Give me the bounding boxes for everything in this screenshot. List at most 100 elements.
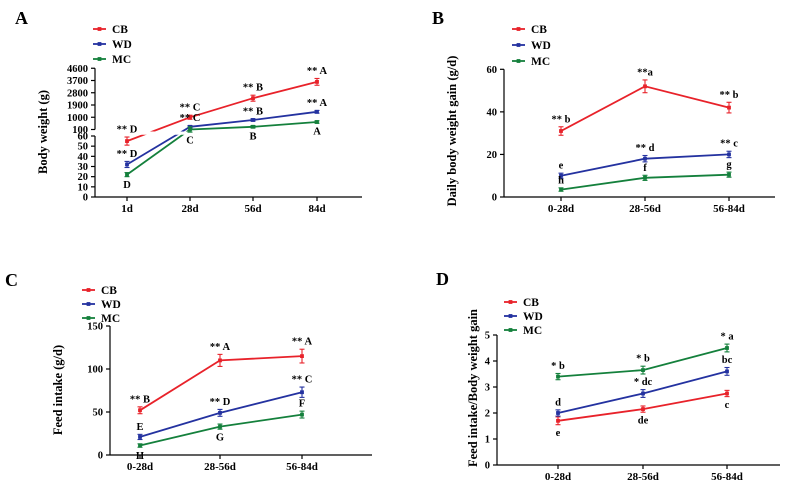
significance-label: ** D (210, 397, 231, 408)
data-point (556, 411, 560, 415)
x-tick-label: 56-84d (713, 203, 745, 215)
data-point (300, 390, 304, 395)
significance-label: * b (636, 354, 650, 365)
significance-label: H (136, 451, 144, 462)
series-mc (124, 120, 320, 178)
series-line (126, 134, 185, 176)
legend-label: CB (101, 285, 117, 297)
y-tick-label: 5 (485, 331, 490, 342)
series-mc (558, 171, 732, 192)
significance-label: E (136, 422, 143, 433)
significance-label: **a (637, 67, 654, 78)
data-point (251, 124, 255, 129)
legend-marker (97, 42, 102, 46)
legend-marker (86, 316, 91, 320)
data-point (218, 358, 222, 363)
panel-label-A: A (15, 8, 28, 28)
y-tick-label: 50 (93, 408, 104, 419)
significance-label: h (558, 175, 564, 186)
panel-C: C Feed intake (g/d) 0 50 100 150 0-28d 28-56d 56… (5, 270, 372, 473)
y-tick-label: 50 (78, 142, 89, 153)
data-point (641, 407, 645, 411)
y-tick-label: 1000 (67, 113, 88, 124)
x-tick-label: 0-28d (545, 471, 571, 483)
significance-label: * b (551, 361, 565, 372)
series-wd (124, 109, 320, 169)
significance-label: de (638, 416, 649, 427)
significance-label: ** A (307, 66, 328, 77)
legend-label: WD (523, 311, 543, 323)
data-point (641, 391, 645, 396)
data-point (559, 173, 563, 178)
significance-label: g (726, 160, 732, 171)
legend-label: WD (112, 39, 132, 51)
series-line (185, 121, 318, 132)
y-tick-label: 150 (87, 322, 103, 333)
legend-label: MC (531, 56, 550, 68)
series-cb (124, 77, 320, 146)
data-point (188, 115, 192, 120)
legend-marker (86, 302, 91, 306)
panel-label-C: C (5, 270, 18, 290)
y-tick-label: 60 (487, 65, 498, 76)
data-point (556, 374, 560, 379)
series-mc (555, 343, 730, 381)
legend-marker (516, 43, 521, 47)
legend-marker (97, 57, 102, 61)
x-tick-label: 56d (244, 203, 261, 215)
significance-label: d (555, 397, 561, 408)
legend-item-mc: MC (512, 56, 550, 68)
significance-label: ** C (180, 113, 201, 124)
legend-B: CB WD MC (512, 24, 551, 68)
x-tick-label: 84d (308, 203, 325, 215)
legend-label: MC (523, 325, 542, 337)
legend-marker (516, 59, 521, 63)
y-tick-label: 4600 (67, 64, 88, 75)
data-point (727, 105, 731, 110)
panel-B: B Daily body weight gain (g/d) 0 20 40 60 0-28… (432, 8, 775, 215)
significance-label: ** b (552, 114, 571, 125)
legend-item-cb: CB (93, 24, 128, 36)
series-cb (137, 348, 305, 415)
x-tick-label: 28-56d (627, 471, 659, 483)
legend-label: WD (101, 299, 121, 311)
significance-label: F (299, 399, 305, 410)
significance-label: C (186, 136, 194, 147)
data-point (218, 424, 222, 429)
series-line (126, 134, 147, 142)
significance-label: D (123, 180, 131, 191)
y-axis-title-A: Body weight (g) (36, 90, 50, 174)
legend-label: MC (112, 54, 131, 66)
significance-label: bc (722, 355, 733, 366)
y-tick-label: 10 (78, 182, 89, 193)
y-tick-label: 30 (78, 162, 89, 173)
legend-item-mc: MC (504, 325, 542, 337)
data-point (725, 391, 729, 396)
series-wd (137, 386, 305, 441)
significance-label: ** C (180, 103, 201, 114)
significance-label: ** b (720, 90, 739, 101)
legend-C: CB WD MC (82, 285, 121, 325)
y-tick-label: 60 (78, 132, 89, 143)
significance-label: B (249, 131, 256, 142)
significance-label: c (725, 400, 730, 411)
legend-item-wd: WD (512, 40, 551, 52)
y-tick-label: 0 (485, 461, 490, 472)
y-tick-label: 100 (87, 365, 103, 376)
x-tick-label: 28-56d (629, 203, 661, 215)
significance-label: ** c (720, 139, 738, 150)
series-line (126, 134, 179, 166)
x-tick-label: 0-28d (127, 461, 153, 473)
data-point (138, 443, 142, 448)
significance-label: * dc (634, 377, 653, 388)
data-point (727, 152, 731, 157)
legend-item-cb: CB (512, 24, 547, 36)
data-point (251, 118, 255, 122)
significance-label: ** B (130, 394, 150, 405)
panel-label-B: B (432, 8, 444, 28)
data-point (315, 120, 319, 124)
data-point (315, 109, 319, 114)
legend-D: CB WD MC (504, 297, 543, 337)
